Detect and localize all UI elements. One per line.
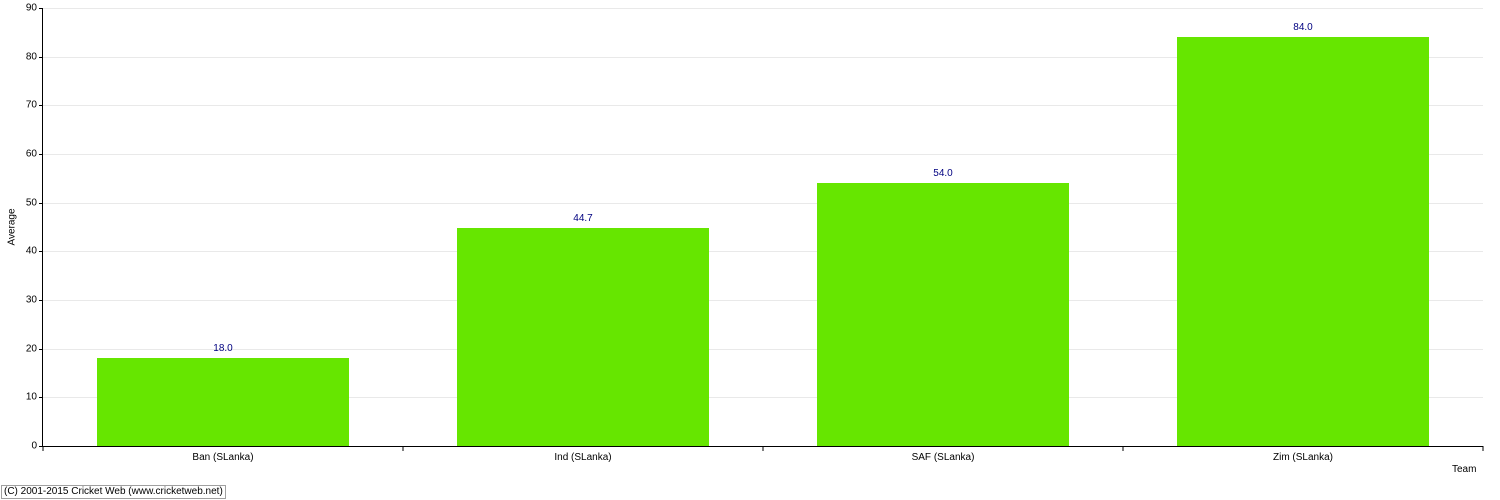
ytick-label: 80 [26, 51, 37, 62]
chart-container: 0 10 20 30 40 50 60 70 80 90 18.0 Ban (SLanka) 44.7 I… [0, 0, 1500, 500]
xtick-label: Ban (SLanka) [192, 452, 253, 463]
xtick-label: Ind (SLanka) [554, 452, 611, 463]
ytick-label: 50 [26, 197, 37, 208]
y-axis-title: Average [7, 208, 18, 245]
bar: 54.0 [817, 183, 1069, 446]
ytick-label: 60 [26, 149, 37, 160]
ytick-mark [39, 349, 43, 350]
bar-value-label: 84.0 [1293, 22, 1312, 33]
ytick-label: 0 [31, 441, 37, 452]
ytick-mark [39, 105, 43, 106]
x-axis-title: Team [1452, 464, 1476, 475]
bar: 18.0 [97, 358, 349, 446]
copyright-text: (C) 2001-2015 Cricket Web (www.cricketwe… [1, 485, 226, 499]
bar: 84.0 [1177, 37, 1429, 446]
ytick-mark [39, 57, 43, 58]
xtick-mark [763, 446, 764, 451]
ytick-mark [39, 203, 43, 204]
bar: 44.7 [457, 228, 709, 446]
xtick-mark [1123, 446, 1124, 451]
ytick-mark [39, 300, 43, 301]
bar-value-label: 54.0 [933, 168, 952, 179]
xtick-mark [403, 446, 404, 451]
gridline [43, 8, 1483, 9]
xtick-mark [1483, 446, 1484, 451]
ytick-mark [39, 8, 43, 9]
plot-area: 010203040506070809018.0Ban (SLanka)44.7I… [42, 8, 1483, 447]
ytick-label: 20 [26, 343, 37, 354]
xtick-label: SAF (SLanka) [912, 452, 975, 463]
ytick-label: 70 [26, 100, 37, 111]
ytick-label: 30 [26, 295, 37, 306]
ytick-mark [39, 154, 43, 155]
bar-value-label: 44.7 [573, 213, 592, 224]
ytick-label: 40 [26, 246, 37, 257]
ytick-label: 90 [26, 3, 37, 14]
xtick-mark [43, 446, 44, 451]
bar-value-label: 18.0 [213, 343, 232, 354]
ytick-label: 10 [26, 392, 37, 403]
ytick-mark [39, 251, 43, 252]
ytick-mark [39, 397, 43, 398]
xtick-label: Zim (SLanka) [1273, 452, 1333, 463]
